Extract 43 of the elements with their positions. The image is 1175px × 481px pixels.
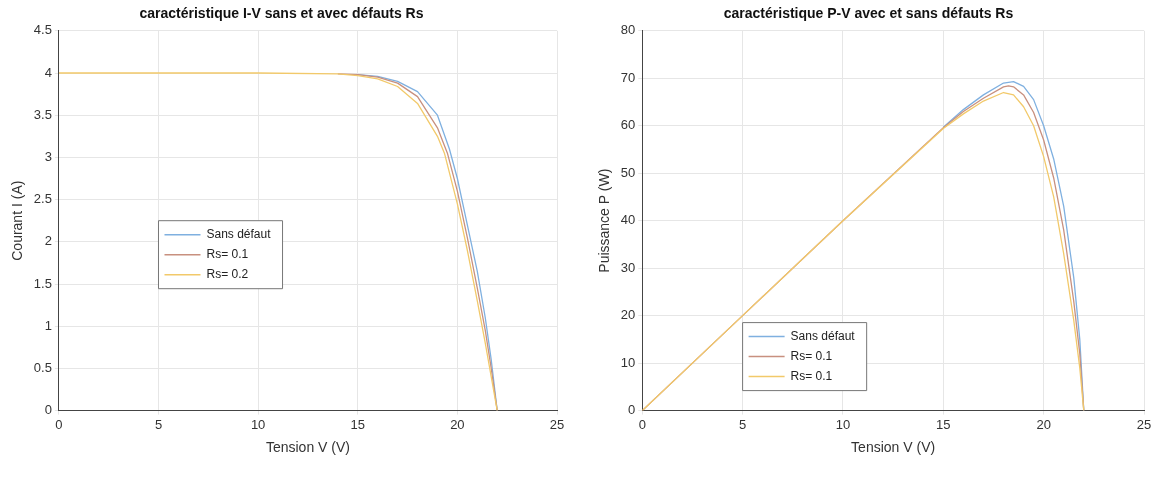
- legend-label: Sans défaut: [790, 328, 856, 343]
- y-tick-label: 2.5: [33, 191, 52, 207]
- y-tick-label: 4.5: [33, 22, 52, 38]
- y-tick-label: 10: [620, 354, 636, 370]
- y-tick-label: 0.5: [33, 359, 52, 375]
- x-axis-title: Tension V (V): [851, 439, 936, 456]
- legend-label: Sans défaut: [206, 227, 272, 242]
- y-tick-label: 1.5: [33, 275, 52, 291]
- x-tick-label: 0: [55, 416, 63, 432]
- chart-title: caractéristique I-V sans et avec défauts Rs: [139, 5, 424, 22]
- y-tick-label: 30: [620, 259, 636, 275]
- x-tick-label: 5: [154, 416, 163, 432]
- y-tick-label: 20: [620, 307, 636, 323]
- y-tick-label: 3: [44, 148, 52, 164]
- x-tick-label: 0: [638, 416, 646, 432]
- x-tick-label: 25: [1136, 416, 1152, 432]
- x-tick-label: 25: [549, 416, 565, 432]
- y-tick-label: 70: [620, 69, 636, 85]
- legend-label: Rs= 0.2: [206, 267, 249, 282]
- y-tick-label: 0: [628, 402, 636, 418]
- x-tick-label: 10: [250, 416, 266, 432]
- chart-title: caractéristique P-V avec et sans défauts Rs: [723, 5, 1014, 22]
- legend-label: Rs= 0.1: [790, 348, 833, 363]
- y-tick-label: 80: [620, 22, 636, 38]
- y-tick-label: 0: [44, 402, 52, 418]
- y-tick-label: 1: [44, 317, 52, 333]
- x-tick-label: 5: [738, 416, 747, 432]
- x-tick-label: 10: [835, 416, 851, 432]
- y-tick-label: 40: [620, 212, 636, 228]
- legend-label: Rs= 0.1: [206, 247, 249, 262]
- x-tick-label: 15: [350, 416, 365, 432]
- y-tick-label: 3.5: [33, 106, 52, 122]
- y-tick-label: 60: [620, 117, 636, 133]
- y-axis-title: Courant I (A): [9, 180, 26, 261]
- x-axis-title: Tension V (V): [265, 439, 350, 456]
- x-tick-label: 20: [1036, 416, 1051, 432]
- y-tick-label: 4: [44, 64, 52, 80]
- x-tick-label: 20: [450, 416, 465, 432]
- y-tick-label: 2: [44, 233, 52, 249]
- y-axis-title: Puissance P (W): [596, 168, 613, 273]
- y-tick-label: 50: [620, 164, 636, 180]
- legend-label: Rs= 0.1: [790, 368, 833, 383]
- x-tick-label: 15: [936, 416, 951, 432]
